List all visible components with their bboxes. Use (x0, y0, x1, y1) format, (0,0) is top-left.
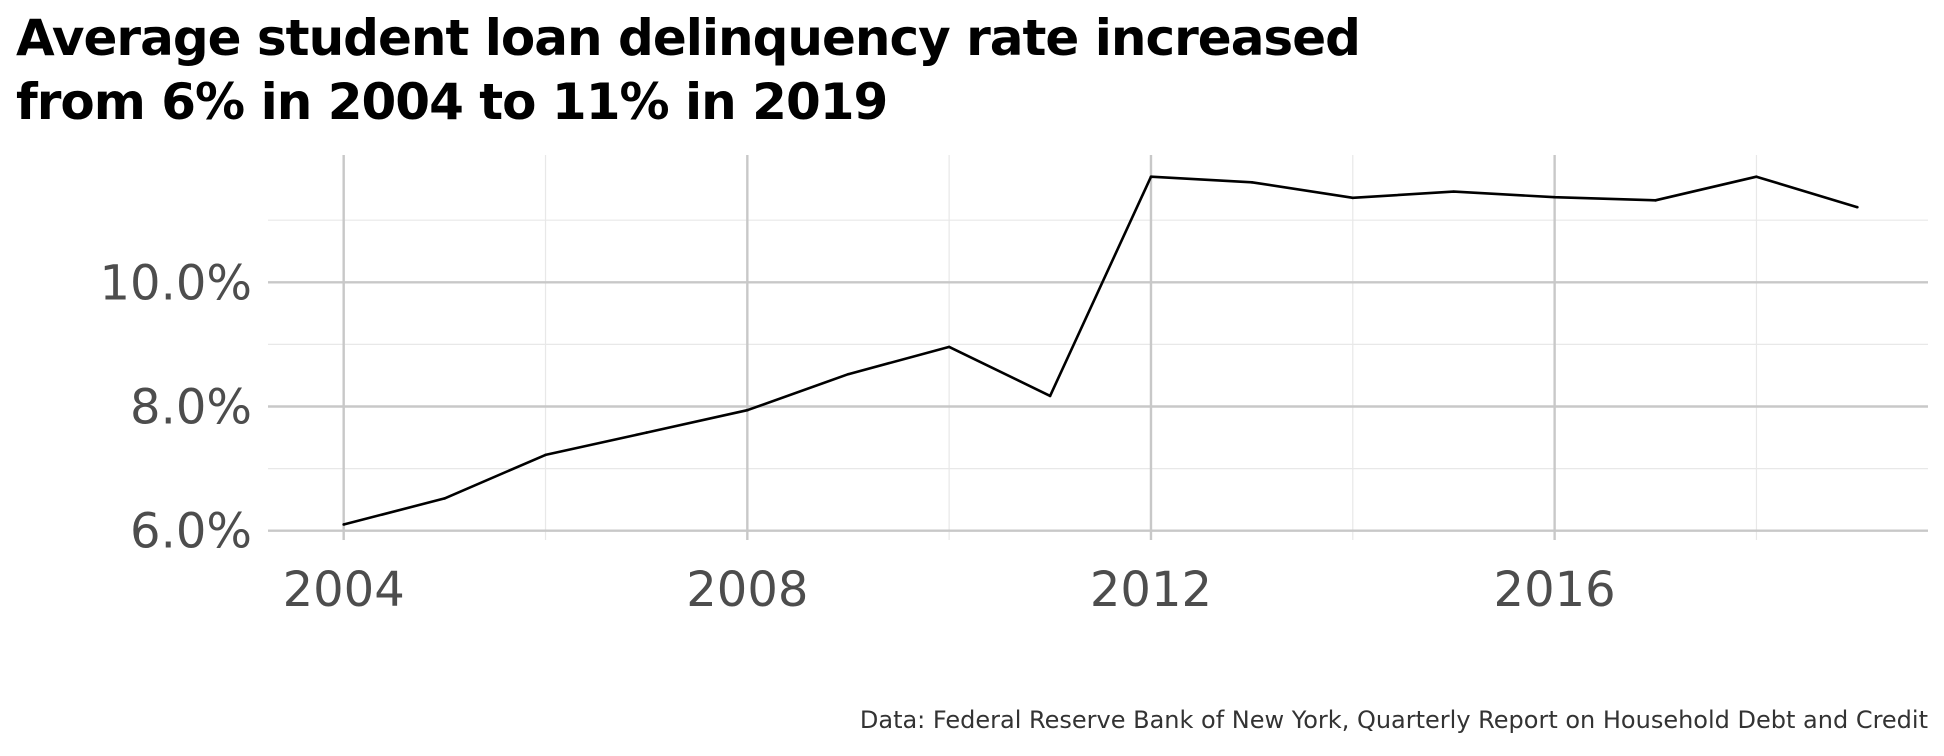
data-point (1755, 175, 1758, 179)
y-tick-label: 10.0% (100, 255, 252, 311)
x-tick-label: 2008 (686, 562, 808, 618)
data-point (1351, 196, 1355, 200)
data-point (947, 345, 951, 349)
x-tick-label: 2016 (1494, 562, 1616, 618)
series-line (343, 175, 1858, 526)
chart-title-line-1: Average student loan delinquency rate in… (16, 9, 1361, 67)
data-point (1856, 205, 1859, 209)
data-point (1654, 199, 1657, 202)
y-tick-label: 8.0% (130, 379, 252, 435)
chart-title-line-2: from 6% in 2004 to 11% in 2019 (16, 73, 888, 131)
x-tick-label: 2012 (1090, 562, 1212, 618)
data-point (342, 523, 345, 526)
data-point (746, 408, 749, 412)
data-point (544, 453, 547, 457)
y-tick-label: 6.0% (130, 504, 252, 560)
data-point (1452, 190, 1456, 193)
data-point (1048, 394, 1052, 398)
data-source-caption: Data: Federal Reserve Bank of New York, … (859, 706, 1928, 734)
data-point (1250, 181, 1254, 184)
data-point (1149, 175, 1153, 179)
data-point (443, 497, 446, 500)
data-point (1553, 195, 1556, 199)
chart-title: Average student loan delinquency rate in… (16, 6, 1516, 134)
data-point (846, 372, 850, 376)
data-point (645, 431, 648, 434)
x-tick-label: 2004 (283, 562, 405, 618)
